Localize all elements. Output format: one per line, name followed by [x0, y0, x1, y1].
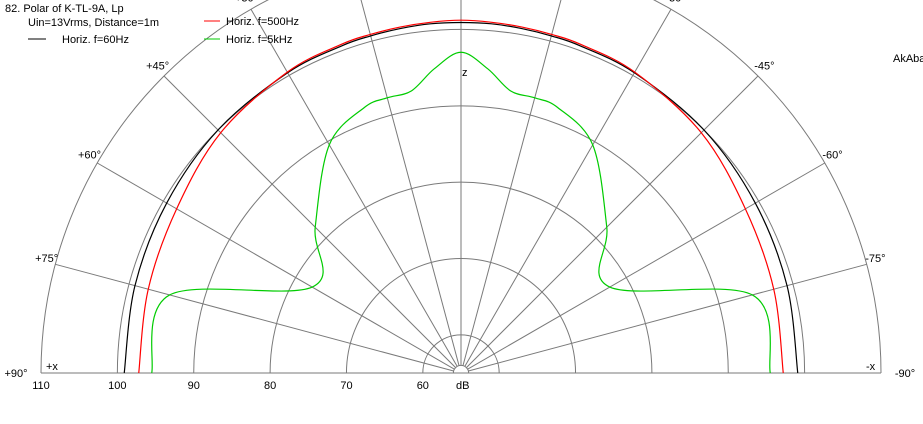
- axis-marker-right: -x: [866, 361, 876, 373]
- spoke: [467, 162, 825, 370]
- legend-label-500hz: Horiz. f=500Hz: [226, 16, 299, 28]
- angle-tick-label: -60°: [822, 150, 842, 162]
- legend: Horiz. f=60Hz Horiz. f=500Hz Horiz. f=5k…: [28, 16, 299, 46]
- series-layer: [123, 19, 799, 374]
- legend-label-60hz: Horiz. f=60Hz: [62, 34, 129, 46]
- radial-unit-label: dB: [456, 380, 469, 392]
- axis-marker-left: +x: [46, 361, 58, 373]
- angle-tick-label: +90°: [4, 368, 27, 380]
- spoke: [462, 0, 562, 366]
- angle-tick-label: -45°: [754, 61, 774, 73]
- chart-subtitle: Uin=13Vrms, Distance=1m: [28, 17, 159, 29]
- radial-tick-label: 70: [340, 380, 352, 392]
- legend-label-5khz: Horiz. f=5kHz: [226, 34, 292, 46]
- chart-title: 82. Polar of K-TL-9A, Lp: [5, 3, 124, 15]
- watermark: AkAba: [893, 53, 923, 65]
- radial-tick-label: 80: [264, 380, 276, 392]
- spoke: [360, 0, 460, 366]
- spoke: [97, 162, 455, 370]
- spoke: [163, 75, 456, 368]
- spoke: [464, 9, 672, 367]
- angle-tick-label: +45°: [146, 61, 169, 73]
- angle-tick-label: -90°: [895, 368, 915, 380]
- spoke: [55, 263, 454, 372]
- angle-tick-label: -75°: [865, 253, 885, 265]
- polar-grid: 110100908070600°+15°-15°+30°-30°+45°-45°…: [4, 0, 915, 392]
- radial-tick-label: 60: [417, 380, 429, 392]
- ring-110db: [40, 0, 882, 374]
- ring-inner: [452, 365, 470, 374]
- radial-tick-label: 100: [108, 380, 126, 392]
- spoke: [250, 9, 458, 367]
- axis-marker-top: z: [462, 67, 468, 79]
- angle-tick-label: +30°: [235, 0, 258, 4]
- angle-tick-label: +75°: [35, 253, 58, 265]
- spoke: [466, 75, 759, 368]
- radial-tick-label: 110: [32, 380, 50, 392]
- spoke: [468, 263, 867, 372]
- angle-tick-label: +60°: [78, 150, 101, 162]
- angle-tick-label: -30°: [665, 0, 685, 4]
- radial-tick-label: 90: [188, 380, 200, 392]
